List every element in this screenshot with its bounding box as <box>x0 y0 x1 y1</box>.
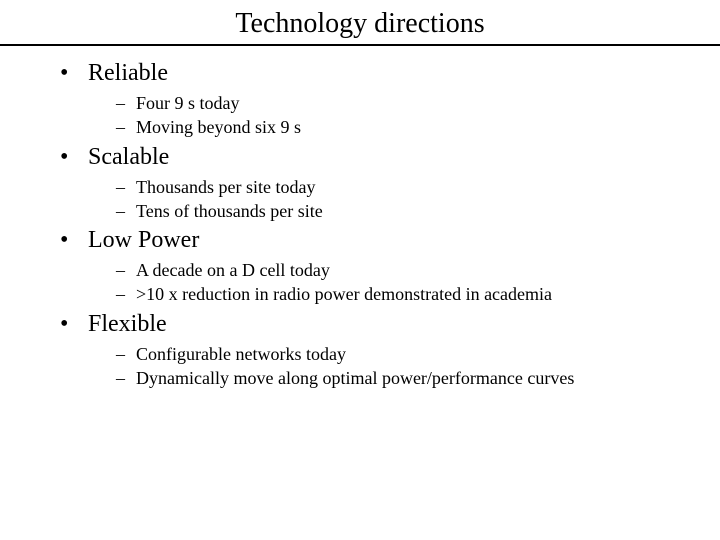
slide: Technology directions Reliable Four 9 s … <box>0 0 720 540</box>
sub-item: Four 9 s today <box>116 91 680 115</box>
sub-item: Configurable networks today <box>116 342 680 366</box>
sub-item: Tens of thousands per site <box>116 199 680 223</box>
sub-label: Thousands per site today <box>136 177 315 197</box>
list-item: Scalable Thousands per site today Tens o… <box>60 144 680 224</box>
bullet-list: Reliable Four 9 s today Moving beyond si… <box>40 60 680 390</box>
bullet-label: Reliable <box>88 60 168 86</box>
sub-label: Four 9 s today <box>136 93 240 113</box>
sub-label: >10 x reduction in radio power demonstra… <box>136 284 552 304</box>
slide-content: Reliable Four 9 s today Moving beyond si… <box>0 46 720 390</box>
sub-label: A decade on a D cell today <box>136 260 330 280</box>
sub-list: Configurable networks today Dynamically … <box>88 342 680 391</box>
slide-title: Technology directions <box>0 8 720 40</box>
list-item: Reliable Four 9 s today Moving beyond si… <box>60 60 680 140</box>
title-wrap: Technology directions <box>0 0 720 44</box>
bullet-label: Flexible <box>88 311 167 337</box>
bullet-label: Scalable <box>88 144 169 170</box>
sub-label: Dynamically move along optimal power/per… <box>136 368 574 388</box>
sub-item: Dynamically move along optimal power/per… <box>116 366 680 390</box>
list-item: Low Power A decade on a D cell today >10… <box>60 227 680 307</box>
sub-label: Moving beyond six 9 s <box>136 117 301 137</box>
sub-list: Thousands per site today Tens of thousan… <box>88 175 680 224</box>
sub-item: >10 x reduction in radio power demonstra… <box>116 282 680 306</box>
sub-item: Thousands per site today <box>116 175 680 199</box>
sub-item: Moving beyond six 9 s <box>116 115 680 139</box>
sub-item: A decade on a D cell today <box>116 258 680 282</box>
sub-label: Tens of thousands per site <box>136 201 323 221</box>
sub-list: Four 9 s today Moving beyond six 9 s <box>88 91 680 140</box>
list-item: Flexible Configurable networks today Dyn… <box>60 311 680 391</box>
bullet-label: Low Power <box>88 227 199 253</box>
sub-list: A decade on a D cell today >10 x reducti… <box>88 258 680 307</box>
sub-label: Configurable networks today <box>136 344 346 364</box>
